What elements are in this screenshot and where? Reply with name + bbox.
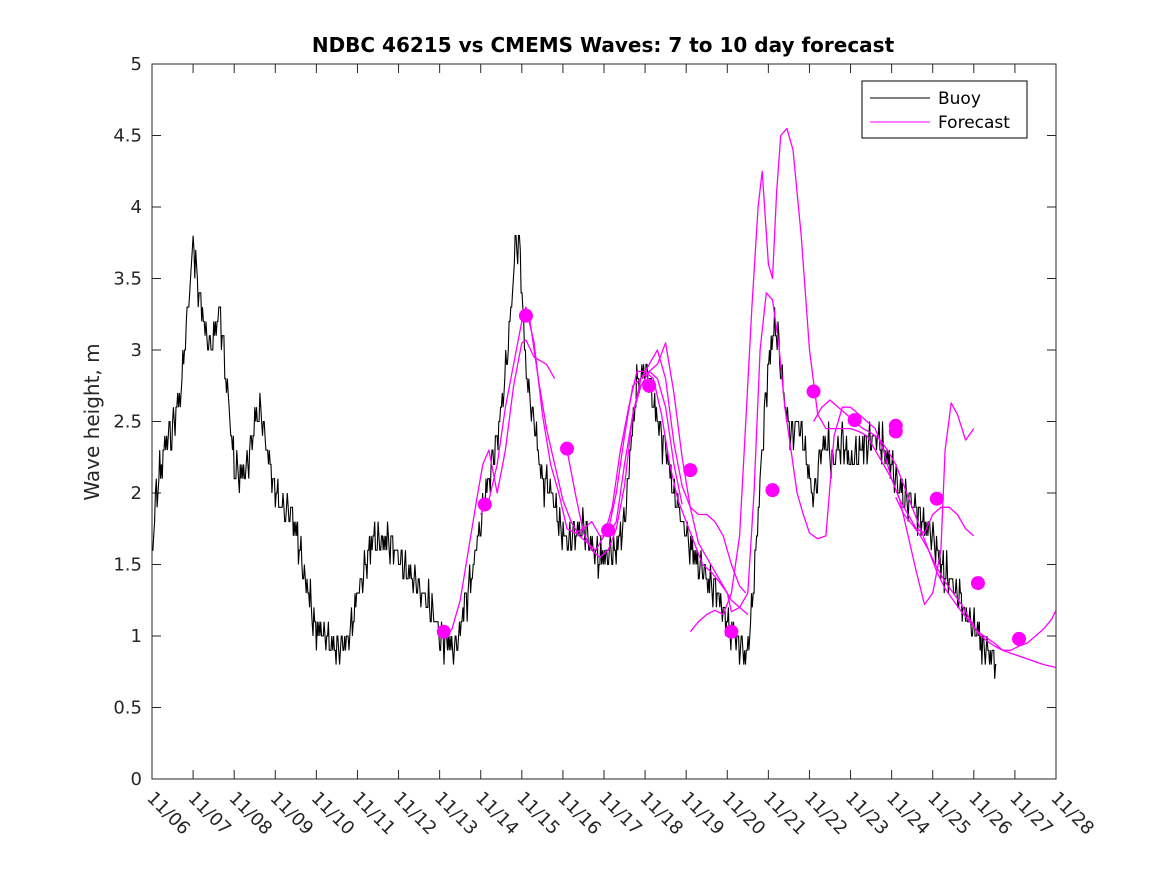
buoy-series-line xyxy=(152,235,997,679)
y-tick-label: 4.5 xyxy=(113,126,142,147)
y-tick-label: 3.5 xyxy=(113,269,142,290)
forecast-marker xyxy=(806,384,821,399)
forecast-marker xyxy=(436,624,451,639)
forecast-marker xyxy=(970,576,985,591)
y-tick-label: 5 xyxy=(131,54,142,75)
y-tick-label: 3 xyxy=(131,340,142,361)
forecast-marker xyxy=(847,413,862,428)
legend: Buoy Forecast xyxy=(861,80,1028,139)
legend-box xyxy=(861,80,1028,139)
y-tick-label: 1 xyxy=(131,626,142,647)
forecast-line-run-4 xyxy=(566,349,747,594)
legend-forecast-label: Forecast xyxy=(938,113,1010,133)
y-tick-label: 4 xyxy=(131,197,142,218)
forecast-line-run-6 xyxy=(689,127,975,633)
forecast-marker xyxy=(601,523,616,538)
forecast-line-run-3 xyxy=(521,320,749,615)
forecast-marker xyxy=(765,483,780,498)
forecast-marker xyxy=(518,308,533,323)
forecast-line-run-5 xyxy=(607,292,975,609)
forecast-marker xyxy=(1012,631,1027,646)
forecast-marker xyxy=(724,624,739,639)
y-tick-label: 0.5 xyxy=(113,698,142,719)
y-tick-label: 2 xyxy=(131,483,142,504)
legend-buoy-label: Buoy xyxy=(938,89,981,109)
forecast-marker xyxy=(683,463,698,478)
y-tick-label: 1.5 xyxy=(113,555,142,576)
chart-title: NDBC 46215 vs CMEMS Waves: 7 to 10 day f… xyxy=(312,33,895,57)
y-tick-label: 0 xyxy=(131,769,142,790)
forecast-line-run-8 xyxy=(895,497,1056,651)
forecast-marker xyxy=(560,441,575,456)
y-axis-label: Wave height, m xyxy=(80,343,104,500)
forecast-marker xyxy=(642,378,657,393)
forecast-marker xyxy=(929,491,944,506)
forecast-marker xyxy=(888,424,903,439)
forecast-marker xyxy=(477,497,492,512)
y-tick-label: 2.5 xyxy=(113,412,142,433)
forecast-line-run-1 xyxy=(443,339,556,640)
